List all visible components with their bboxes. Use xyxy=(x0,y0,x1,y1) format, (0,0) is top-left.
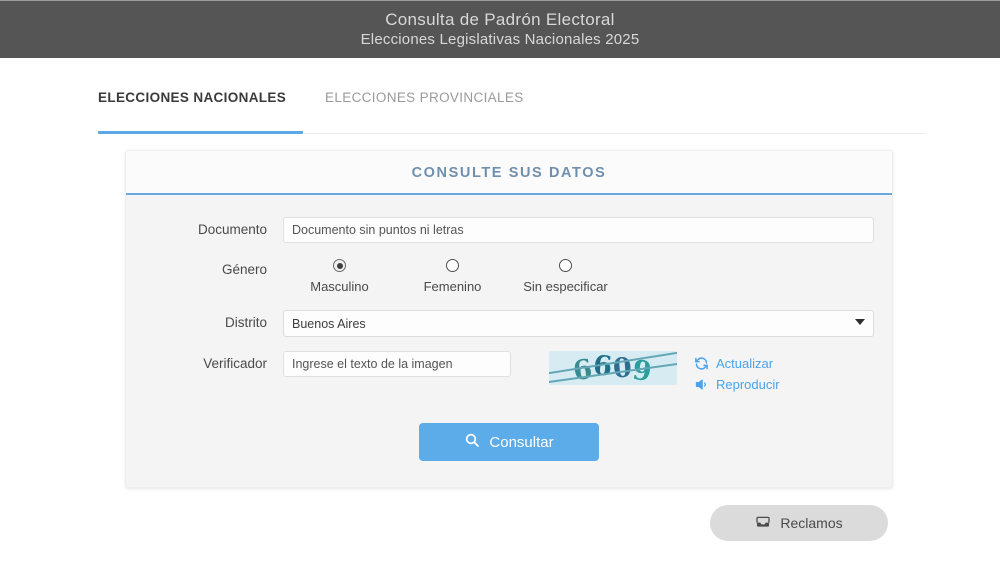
tab-active-indicator xyxy=(98,131,303,134)
radio-dot-icon xyxy=(559,259,572,272)
radio-dot-icon xyxy=(446,259,459,272)
page-header: Consulta de Padrón Electoral Elecciones … xyxy=(0,0,1000,58)
speaker-icon xyxy=(693,377,709,393)
reclamos-button[interactable]: Reclamos xyxy=(710,505,888,541)
captcha-refresh-label: Actualizar xyxy=(716,356,774,371)
form-row-documento: Documento xyxy=(144,217,874,243)
form-row-verificador: Verificador 6 6 0 9 xyxy=(144,351,874,395)
radio-label: Femenino xyxy=(423,279,482,294)
reclamos-label: Reclamos xyxy=(780,515,843,531)
radio-genero-sin-especificar[interactable]: Sin especificar xyxy=(509,259,622,296)
captcha-play-link[interactable]: Reproducir xyxy=(693,374,780,395)
radio-label: Masculino xyxy=(310,279,369,294)
tab-elecciones-provinciales[interactable]: ELECCIONES PROVINCIALES xyxy=(325,78,534,105)
form-row-distrito: Distrito Buenos Aires xyxy=(144,310,874,337)
tab-elecciones-nacionales[interactable]: ELECCIONES NACIONALES xyxy=(98,78,313,105)
consulta-card: CONSULTE SUS DATOS Documento Género Masc… xyxy=(125,150,893,488)
tab-label: ELECCIONES NACIONALES xyxy=(98,90,287,105)
card-title: CONSULTE SUS DATOS xyxy=(411,165,607,181)
consultar-button[interactable]: Consultar xyxy=(419,423,599,461)
header-title-line1: Consulta de Padrón Electoral xyxy=(385,10,615,29)
refresh-icon xyxy=(693,356,709,372)
submit-area: Consultar xyxy=(144,409,874,461)
verificador-label: Verificador xyxy=(203,356,267,371)
reclamos-area: Reclamos xyxy=(0,505,1000,541)
radio-genero-masculino[interactable]: Masculino xyxy=(283,259,396,296)
inbox-icon xyxy=(755,514,771,533)
form-row-genero: Género Masculino Femenino Sin especifica… xyxy=(144,257,874,296)
genero-label: Género xyxy=(221,262,267,277)
distrito-select[interactable]: Buenos Aires xyxy=(283,310,874,337)
documento-input[interactable] xyxy=(283,217,874,243)
consultar-label: Consultar xyxy=(489,433,554,451)
card-body: Documento Género Masculino Femenino xyxy=(126,195,892,487)
verificador-input[interactable] xyxy=(283,351,511,377)
captcha-play-label: Reproducir xyxy=(716,377,780,392)
distrito-label: Distrito xyxy=(224,315,267,330)
search-icon xyxy=(464,432,480,452)
tab-label: ELECCIONES PROVINCIALES xyxy=(325,90,524,105)
captcha-image: 6 6 0 9 xyxy=(549,351,677,385)
card-header: CONSULTE SUS DATOS xyxy=(126,151,892,195)
documento-label: Documento xyxy=(197,222,267,237)
radio-dot-icon xyxy=(333,259,346,272)
radio-genero-femenino[interactable]: Femenino xyxy=(396,259,509,296)
tab-divider xyxy=(98,133,925,134)
header-title-line2: Elecciones Legislativas Nacionales 2025 xyxy=(360,31,640,48)
tab-bar: ELECCIONES NACIONALES ELECCIONES PROVINC… xyxy=(0,78,1000,134)
radio-label: Sin especificar xyxy=(523,279,608,294)
captcha-actions: Actualizar Reproducir xyxy=(693,351,780,395)
captcha-refresh-link[interactable]: Actualizar xyxy=(693,353,780,374)
